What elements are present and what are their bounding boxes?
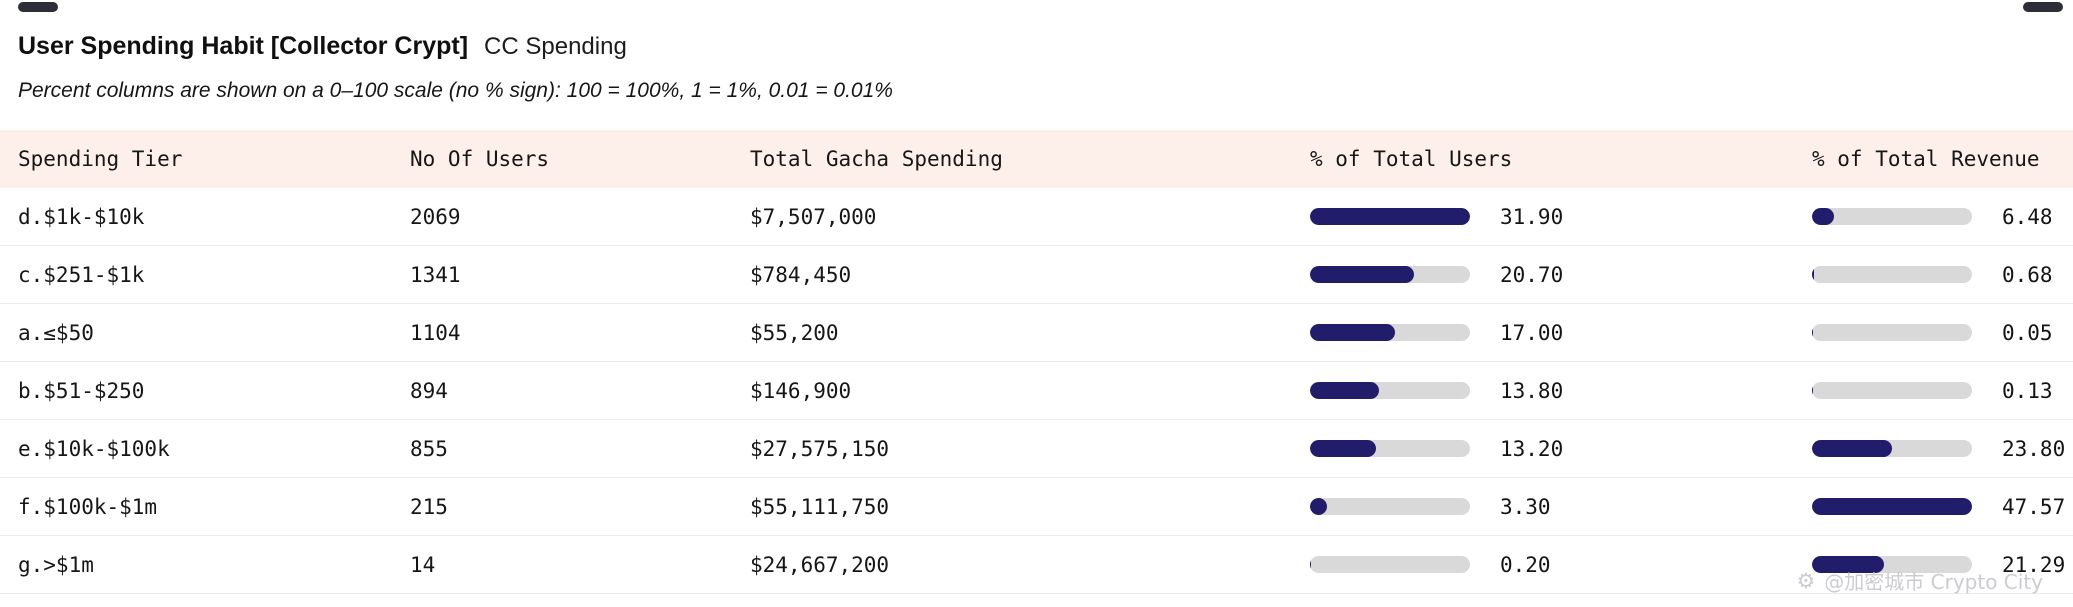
cropped-element-left (18, 2, 58, 12)
table-row[interactable]: d.$1k-$10k 2069 $7,507,000 31.90 6.48 (0, 188, 2073, 246)
pct-total-revenue-cell: 0.05 (1794, 321, 2073, 345)
pct-total-users-bar-track (1310, 498, 1470, 515)
pct-total-users-bar-fill (1310, 324, 1396, 341)
pct-total-users-bar-track (1310, 440, 1470, 457)
spending-tier-cell: a.≤$50 (18, 320, 94, 345)
pct-total-users-value: 17.00 (1500, 320, 1564, 345)
table-row[interactable]: g.>$1m 14 $24,667,200 0.20 21.29 (0, 536, 2073, 594)
pct-total-users-bar-fill (1310, 556, 1311, 573)
users-count-cell: 14 (410, 552, 436, 577)
pct-total-revenue-value: 0.05 (2002, 320, 2053, 345)
pct-total-revenue-value: 0.68 (2002, 262, 2053, 287)
cropped-element-right (2023, 2, 2063, 12)
pct-total-revenue-value: 47.57 (2002, 494, 2066, 519)
column-header-4[interactable]: % of Total Revenue (1812, 147, 2040, 171)
table-row[interactable]: e.$10k-$100k 855 $27,575,150 13.20 23.80 (0, 420, 2073, 478)
pct-total-users-bar-fill (1310, 382, 1380, 399)
pct-total-revenue-bar-fill (1812, 556, 1884, 573)
pct-total-revenue-cell: 0.13 (1794, 379, 2073, 403)
gacha-spending-cell: $146,900 (750, 378, 852, 403)
users-count-cell: 1104 (410, 320, 461, 345)
pct-total-users-value: 0.20 (1500, 552, 1551, 577)
pct-total-revenue-bar-fill (1812, 266, 1815, 283)
spending-tier-cell: b.$51-$250 (18, 378, 145, 403)
pct-total-users-value: 31.90 (1500, 204, 1564, 229)
pct-total-users-value: 20.70 (1500, 262, 1564, 287)
spending-table: Spending Tier No Of Users Total Gacha Spen… (0, 130, 2073, 594)
table-header-row: Spending Tier No Of Users Total Gacha Spen… (0, 130, 2073, 188)
pct-total-revenue-bar-fill (1812, 498, 1972, 515)
pct-total-users-bar-fill (1310, 208, 1470, 225)
spending-tier-cell: e.$10k-$100k (18, 436, 170, 461)
pct-total-revenue-bar-track (1812, 266, 1972, 283)
pct-total-revenue-value: 21.29 (2002, 552, 2066, 577)
pct-total-revenue-bar-track (1812, 382, 1972, 399)
pct-total-revenue-cell: 47.57 (1794, 495, 2073, 519)
pct-total-users-value: 13.20 (1500, 436, 1564, 461)
column-header-2[interactable]: Total Gacha Spending (750, 147, 1003, 171)
pct-total-revenue-bar-track (1812, 208, 1972, 225)
pct-total-users-cell: 13.20 (1292, 437, 1794, 461)
spending-tier-cell: d.$1k-$10k (18, 204, 145, 229)
table-row[interactable]: a.≤$50 1104 $55,200 17.00 0.05 (0, 304, 2073, 362)
pct-total-revenue-cell: 21.29 (1794, 553, 2073, 577)
gacha-spending-cell: $55,111,750 (750, 494, 890, 519)
pct-total-revenue-value: 0.13 (2002, 378, 2053, 403)
pct-total-users-bar-track (1310, 382, 1470, 399)
pct-total-users-cell: 31.90 (1292, 205, 1794, 229)
gacha-spending-cell: $24,667,200 (750, 552, 890, 577)
users-count-cell: 1341 (410, 262, 461, 287)
pct-total-revenue-bar-track (1812, 498, 1972, 515)
gacha-spending-cell: $784,450 (750, 262, 852, 287)
pct-total-revenue-bar-track (1812, 440, 1972, 457)
spending-tier-cell: c.$251-$1k (18, 262, 145, 287)
gacha-spending-cell: $27,575,150 (750, 436, 890, 461)
pct-total-users-value: 13.80 (1500, 378, 1564, 403)
pct-total-users-cell: 0.20 (1292, 553, 1794, 577)
column-header-0[interactable]: Spending Tier (18, 147, 183, 171)
column-header-3[interactable]: % of Total Users (1310, 147, 1513, 171)
users-count-cell: 2069 (410, 204, 461, 229)
pct-total-users-bar-track (1310, 208, 1470, 225)
pct-total-revenue-value: 6.48 (2002, 204, 2053, 229)
pct-total-users-cell: 13.80 (1292, 379, 1794, 403)
pct-total-revenue-cell: 6.48 (1794, 205, 2073, 229)
users-count-cell: 215 (410, 494, 448, 519)
pct-total-revenue-bar-track (1812, 556, 1972, 573)
table-row[interactable]: f.$100k-$1m 215 $55,111,750 3.30 47.57 (0, 478, 2073, 536)
gacha-spending-cell: $7,507,000 (750, 204, 877, 229)
users-count-cell: 894 (410, 378, 448, 403)
pct-total-revenue-cell: 0.68 (1794, 263, 2073, 287)
pct-total-users-bar-track (1310, 266, 1470, 283)
column-header-1[interactable]: No Of Users (410, 147, 550, 171)
pct-total-users-cell: 3.30 (1292, 495, 1794, 519)
pct-total-users-bar-fill (1310, 498, 1327, 515)
scale-note: Percent columns are shown on a 0–100 sca… (18, 79, 893, 102)
pct-total-users-bar-track (1310, 324, 1470, 341)
pct-total-users-bar-fill (1310, 266, 1414, 283)
pct-total-revenue-bar-track (1812, 324, 1972, 341)
table-row[interactable]: b.$51-$250 894 $146,900 13.80 0.13 (0, 362, 2073, 420)
table-row[interactable]: c.$251-$1k 1341 $784,450 20.70 0.68 (0, 246, 2073, 304)
pct-total-revenue-bar-fill (1812, 208, 1834, 225)
pct-total-revenue-cell: 23.80 (1794, 437, 2073, 461)
spending-tier-cell: f.$100k-$1m (18, 494, 158, 519)
pct-total-users-value: 3.30 (1500, 494, 1551, 519)
table-head: Spending Tier No Of Users Total Gacha Spen… (0, 130, 2073, 188)
pct-total-revenue-value: 23.80 (2002, 436, 2066, 461)
pct-total-users-bar-fill (1310, 440, 1377, 457)
pct-total-users-bar-track (1310, 556, 1470, 573)
users-count-cell: 855 (410, 436, 448, 461)
pct-total-users-cell: 20.70 (1292, 263, 1794, 287)
report-header: User Spending Habit [Collector Crypt] CC… (0, 0, 2073, 104)
table-body: d.$1k-$10k 2069 $7,507,000 31.90 6.48 c.$251-… (0, 188, 2073, 594)
spending-tier-cell: g.>$1m (18, 552, 94, 577)
page-title: User Spending Habit [Collector Crypt] (18, 32, 469, 60)
gacha-spending-cell: $55,200 (750, 320, 839, 345)
pct-total-users-cell: 17.00 (1292, 321, 1794, 345)
pct-total-revenue-bar-fill (1812, 440, 1893, 457)
page-subtitle-tag: CC Spending (484, 33, 627, 60)
